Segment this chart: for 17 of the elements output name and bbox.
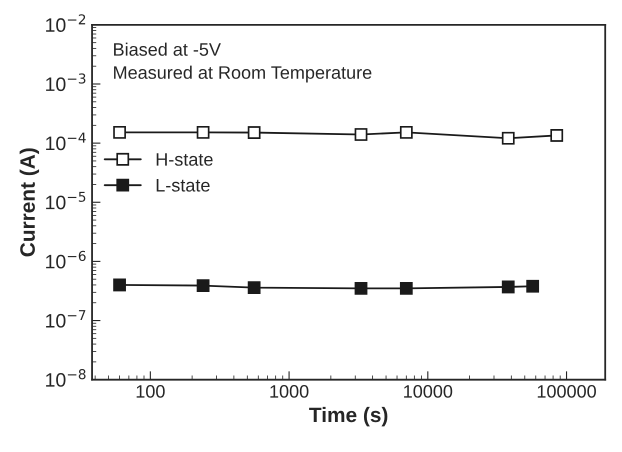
y-tick-label: 10$^{−3}$ [46, 73, 86, 92]
x-axis-title: Time (s) [309, 406, 388, 426]
y-tick-label: 10$^{−6}$ [46, 250, 86, 268]
y-axis-title: Current (A) [20, 148, 40, 256]
annotation: Biased at -5V [114, 42, 221, 56]
x-tick-label: 1000 [270, 385, 308, 398]
y-tick-label: 10$^{−2}$ [46, 14, 86, 32]
annotation: Measured at Room Temperature [114, 66, 372, 82]
legend-label: L-state [156, 179, 210, 192]
y-tick-label: 10$^{−8}$ [46, 369, 86, 387]
x-tick-label: 10000 [404, 385, 452, 398]
y-tick-label: 10$^{−7}$ [46, 310, 86, 328]
x-tick-label: 100 [136, 385, 165, 398]
x-tick-label: 100000 [538, 385, 596, 398]
y-tick-label: 10$^{−5}$ [46, 192, 86, 210]
legend-label: H-state [156, 153, 213, 166]
y-tick-label: 10$^{−4}$ [46, 132, 86, 150]
